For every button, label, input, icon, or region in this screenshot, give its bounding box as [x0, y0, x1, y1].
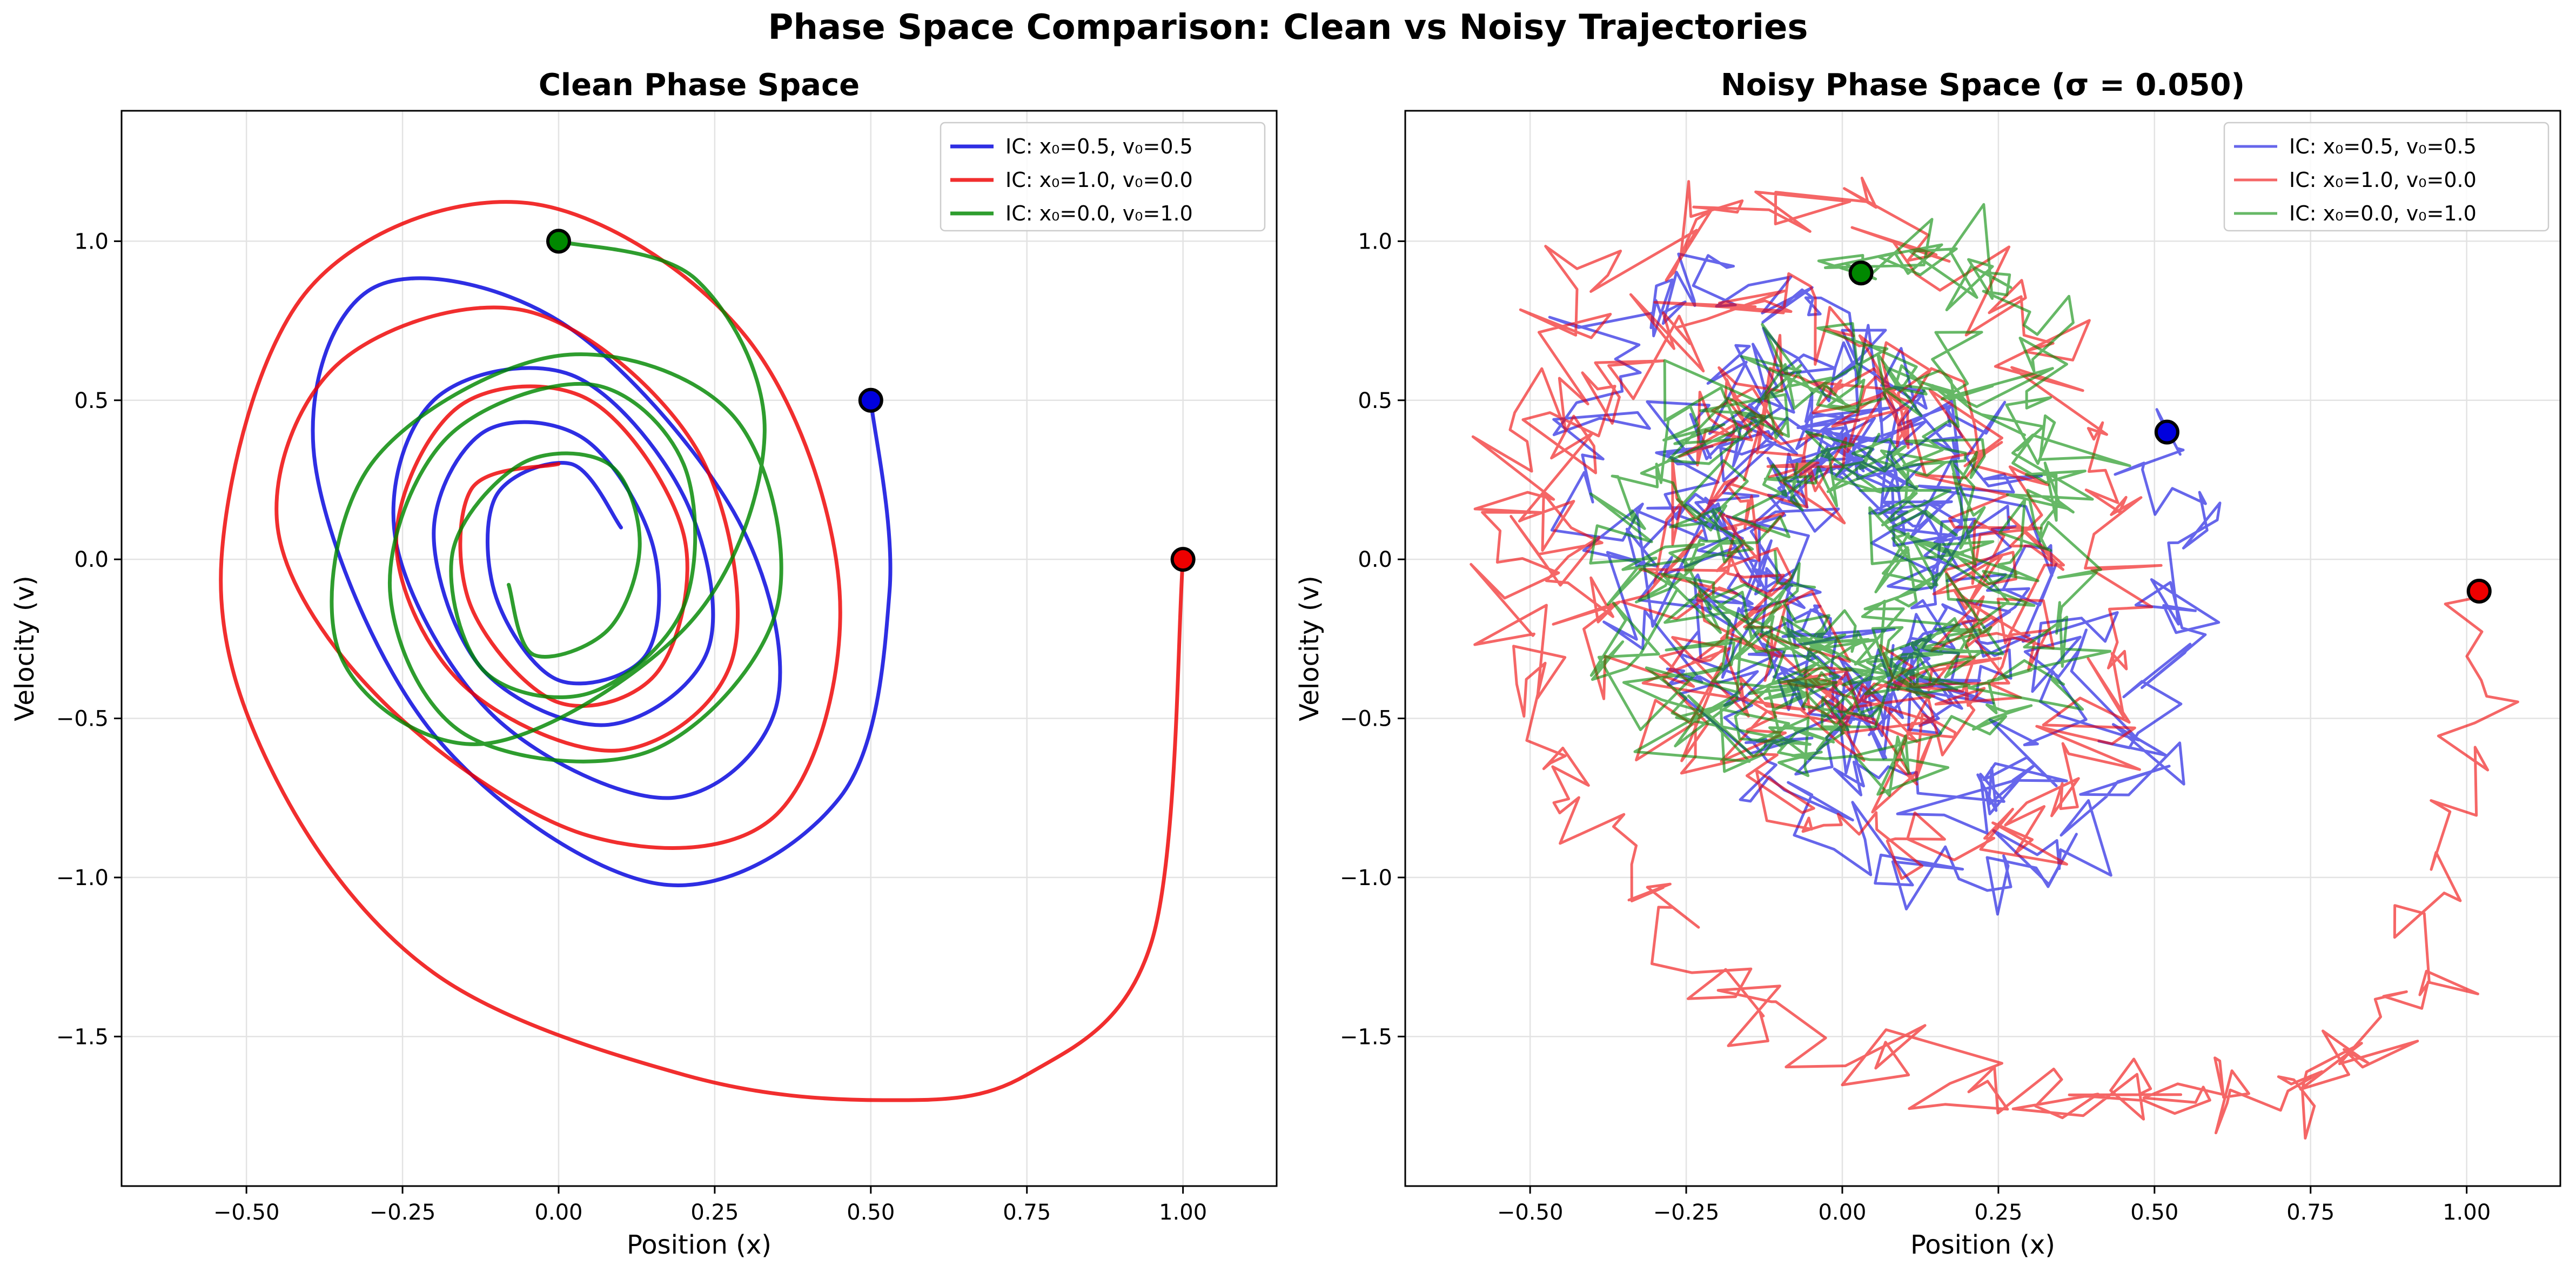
legend-label: IC: x₀=0.0, v₀=1.0 [1005, 202, 1193, 225]
legend-label: IC: x₀=0.5, v₀=0.5 [1005, 135, 1193, 158]
x-tick-label: 0.75 [2286, 1200, 2335, 1225]
y-axis-label: Velocity (v) [10, 575, 40, 721]
x-tick-label: −0.50 [213, 1200, 280, 1225]
legend: IC: x₀=0.5, v₀=0.5 IC: x₀=1.0, v₀=0.0 IC: … [940, 122, 1266, 232]
y-tick-label: −1.0 [56, 866, 109, 890]
legend-box [2223, 122, 2550, 232]
x-tick-label: 0.25 [1974, 1200, 2022, 1225]
y-axis-label: Velocity (v) [1294, 575, 1325, 721]
initial-condition-marker [858, 387, 883, 413]
y-tick-label: −1.5 [1340, 1024, 1392, 1049]
legend-label: IC: x₀=1.0, v₀=0.0 [2289, 168, 2477, 192]
initial-condition-markers [1848, 260, 2492, 604]
panel-title: Clean Phase Space [539, 68, 860, 103]
x-tick-label: −0.25 [1653, 1200, 1720, 1225]
x-tick-label: −0.25 [370, 1200, 436, 1225]
x-tick-label: 1.00 [1159, 1200, 1207, 1225]
x-axis-label: Position (x) [1910, 1230, 2055, 1260]
panel-title: Noisy Phase Space (σ = 0.050) [1721, 68, 2245, 103]
series-line [330, 239, 783, 764]
y-tick-label: 1.0 [1358, 229, 1392, 254]
series-line [219, 200, 1185, 1102]
y-tick-label: 1.0 [74, 229, 109, 254]
x-tick-label: 0.00 [534, 1200, 582, 1225]
series-line [1470, 176, 2519, 1140]
axis-ticks: −0.50 −0.25 0.00 0.25 0.50 0.75 1.00 −1.5 −1.0 −0… [1340, 229, 2491, 1225]
legend-box [940, 122, 1266, 232]
figure-title: Phase Space Comparison: Clean vs Noisy T… [768, 8, 1808, 48]
series-line [311, 276, 893, 887]
x-tick-label: 0.50 [847, 1200, 895, 1225]
y-tick-label: −0.5 [1340, 707, 1392, 732]
legend-label: IC: x₀=0.5, v₀=0.5 [2289, 135, 2477, 158]
x-tick-label: 0.00 [1818, 1200, 1866, 1225]
legend-label: IC: x₀=0.0, v₀=1.0 [2289, 202, 2477, 225]
x-tick-label: 1.00 [2443, 1200, 2491, 1225]
y-tick-label: 0.5 [74, 389, 109, 413]
y-tick-label: −1.5 [56, 1024, 109, 1049]
initial-condition-marker [1848, 260, 1874, 286]
initial-condition-markers [546, 229, 1196, 572]
x-axis-label: Position (x) [627, 1230, 772, 1260]
legend: IC: x₀=0.5, v₀=0.5 IC: x₀=1.0, v₀=0.0 IC: … [2223, 122, 2550, 232]
plot-frame [1404, 110, 2561, 1187]
plot-frame [120, 110, 1278, 1187]
x-tick-label: 0.25 [690, 1200, 739, 1225]
initial-condition-marker [2154, 419, 2179, 445]
y-tick-label: −1.0 [1340, 866, 1392, 890]
series-layer [1470, 176, 2519, 1140]
y-tick-label: −0.5 [56, 707, 109, 732]
series-line [1589, 203, 2131, 797]
legend-label: IC: x₀=1.0, v₀=0.0 [1005, 168, 1193, 192]
series-layer [219, 200, 1185, 1102]
axis-ticks: −0.50 −0.25 0.00 0.25 0.50 0.75 1.00 −1.5 −1.0 −0… [56, 229, 1207, 1225]
initial-condition-marker [1170, 547, 1196, 572]
y-tick-label: 0.0 [74, 547, 109, 572]
clean-phase-space-panel: Clean Phase Space −0.50 −0.25 0.00 0.25 0.50… [10, 68, 1278, 1260]
y-tick-label: 0.0 [1358, 547, 1392, 572]
x-tick-label: 0.50 [2130, 1200, 2178, 1225]
y-tick-label: 0.5 [1358, 389, 1392, 413]
initial-condition-marker [546, 229, 571, 254]
initial-condition-marker [2466, 579, 2492, 604]
x-tick-label: 0.75 [1003, 1200, 1051, 1225]
x-tick-label: −0.50 [1497, 1200, 1564, 1225]
noisy-phase-space-panel: Noisy Phase Space (σ = 0.050) −0.50 −0.25… [1294, 68, 2561, 1260]
